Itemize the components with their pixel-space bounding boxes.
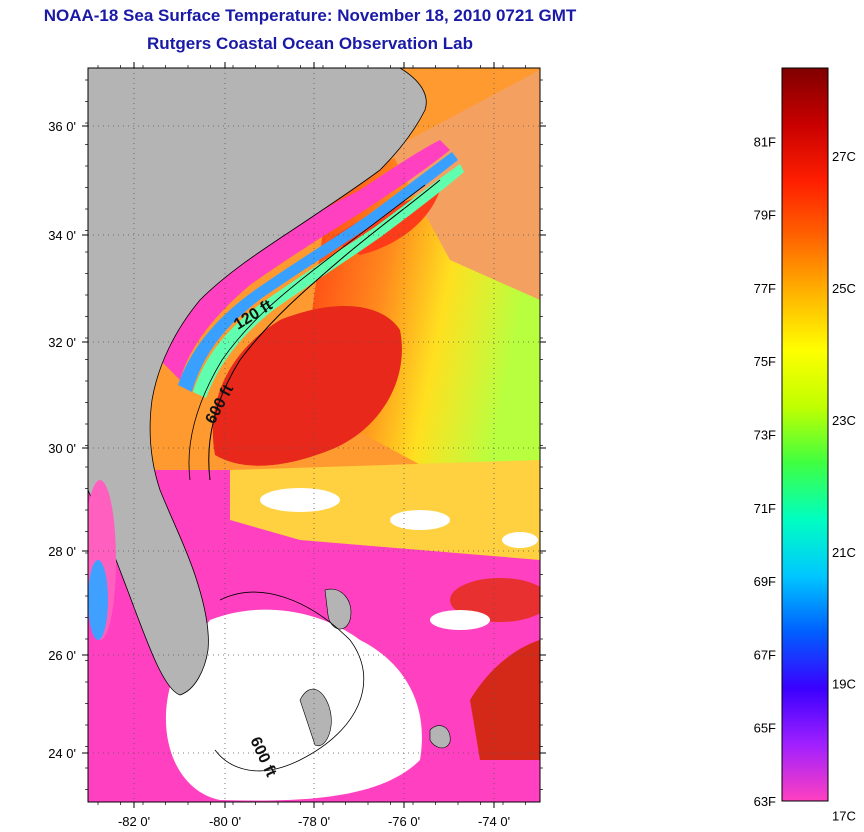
- cold-shelf-band: [160, 140, 450, 380]
- map-subtitle: Rutgers Coastal Ocean Observation Lab: [147, 34, 473, 53]
- cloud-patch: [390, 510, 450, 530]
- fahrenheit-label: 69F: [754, 574, 776, 589]
- southeast-warm-eddy: [470, 640, 540, 760]
- lon-tick-label: -78 0': [298, 814, 330, 829]
- isobath-120ft: [188, 184, 426, 481]
- graticule: [88, 68, 540, 802]
- map-title: NOAA-18 Sea Surface Temperature: Novembe…: [43, 6, 577, 25]
- cool-shelf-band: [178, 152, 458, 392]
- cloud-patch: [260, 488, 340, 512]
- lat-tick-label: 24 0': [48, 746, 76, 761]
- lat-tick-label: 30 0': [48, 441, 76, 456]
- colorbar-labels: 81F 79F 77F 75F 73F 71F 69F 67F 65F 63F 27C 25C 23C 2…: [754, 134, 856, 823]
- lat-tick-label: 32 0': [48, 335, 76, 350]
- fahrenheit-label: 63F: [754, 794, 776, 809]
- isobath-600ft: [208, 179, 441, 481]
- cloud-mask: [165, 609, 422, 801]
- gulf-coast-water: [88, 560, 108, 640]
- island: [429, 725, 451, 749]
- fahrenheit-label: 71F: [754, 501, 776, 516]
- fahrenheit-label: 65F: [754, 721, 776, 736]
- landmass: [88, 68, 427, 696]
- lon-tick-label: -74 0': [478, 814, 510, 829]
- celsius-label: 23C: [832, 413, 856, 428]
- longitude-axis: -82 0' -80 0' -78 0' -76 0' -74 0': [97, 62, 526, 829]
- cloud-patch: [502, 532, 538, 548]
- fahrenheit-label: 73F: [754, 428, 776, 443]
- lon-tick-label: -76 0': [388, 814, 420, 829]
- fahrenheit-label: 81F: [754, 134, 776, 149]
- lat-tick-label: 36 0': [48, 119, 76, 134]
- transition-band: [193, 164, 464, 398]
- latitude-axis: 36 0' 34 0' 32 0' 30 0' 28 0' 26 0' 24 0': [48, 79, 546, 790]
- celsius-label: 21C: [832, 545, 856, 560]
- celsius-label: 19C: [832, 677, 856, 692]
- colorbar: [781, 67, 829, 802]
- lat-tick-label: 28 0': [48, 544, 76, 559]
- celsius-label: 17C: [832, 809, 856, 824]
- fahrenheit-label: 77F: [754, 281, 776, 296]
- isobath-bahamas: [214, 591, 365, 772]
- fahrenheit-label: 79F: [754, 208, 776, 223]
- cloud-patch: [430, 610, 490, 630]
- map-area: 120 ft 600 ft 600 ft: [88, 68, 540, 802]
- fahrenheit-label: 67F: [754, 647, 776, 662]
- celsius-label: 27C: [832, 149, 856, 164]
- lon-tick-label: -82 0': [118, 814, 150, 829]
- island: [299, 688, 332, 747]
- lat-tick-label: 34 0': [48, 228, 76, 243]
- southern-warm-patch: [230, 460, 540, 560]
- offshore-mixed-region: [390, 70, 540, 300]
- celsius-label: 25C: [832, 281, 856, 296]
- warm-core-region: [212, 306, 402, 466]
- fahrenheit-label: 75F: [754, 354, 776, 369]
- lat-tick-label: 26 0': [48, 648, 76, 663]
- lon-tick-label: -80 0': [209, 814, 241, 829]
